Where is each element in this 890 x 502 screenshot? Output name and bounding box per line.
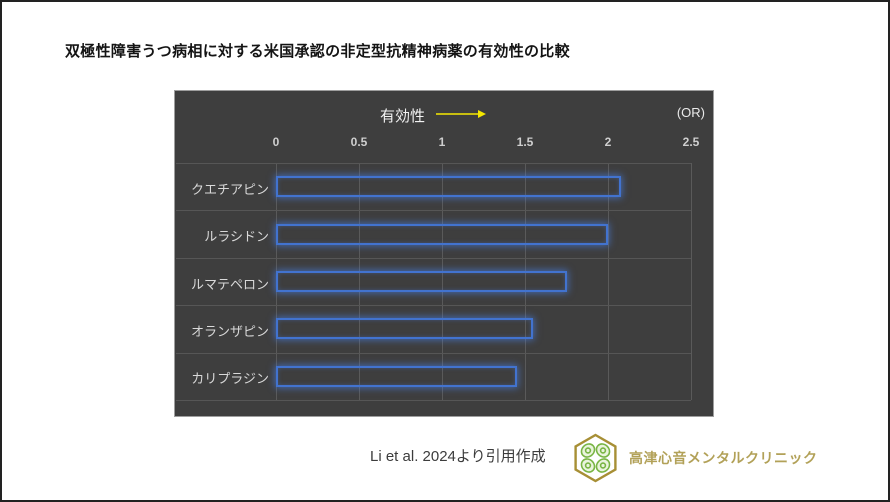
category-label: ルマテペロン [190, 276, 269, 292]
bar-3 [276, 271, 567, 292]
category-label: カリプラジン [191, 371, 269, 387]
category-label: オランザピン [190, 323, 269, 339]
unit-label: (OR) [676, 105, 705, 120]
horizontal-gridline [176, 163, 691, 164]
chart-panel: 有効性 (OR) 0 0.5 1 1.5 2 2.5 クエチアピンルラシドンルマテペロンオ… [174, 90, 714, 417]
right-arrow-icon [435, 107, 487, 125]
hexagon-clover-icon [571, 433, 620, 488]
effect-annotation: 有効性 [380, 105, 487, 126]
vertical-gridline [442, 163, 443, 400]
horizontal-gridline [176, 305, 691, 307]
bar-1 [276, 176, 622, 198]
horizontal-gridline [176, 400, 691, 401]
x-tick-label: 2 [604, 135, 612, 149]
vertical-gridline [608, 163, 609, 400]
bar-2 [276, 223, 608, 245]
category-label: クエチアピン [190, 181, 269, 197]
effect-label: 有効性 [380, 108, 426, 125]
horizontal-gridline [176, 210, 691, 212]
bar-4 [276, 318, 534, 340]
x-tick-label: 2.5 [682, 135, 700, 149]
category-label: ルラシドン [204, 229, 269, 245]
vertical-gridline [359, 163, 360, 400]
vertical-gridline [691, 163, 692, 400]
bar-5 [276, 365, 517, 387]
clinic-name: 高津心音メンタルクリニック [629, 450, 818, 466]
x-tick-label: 0.5 [350, 135, 368, 149]
source-citation: Li et al. 2024より引用作成 [370, 448, 546, 465]
x-axis-ticks: 0 0.5 1 1.5 2 2.5 [175, 135, 713, 153]
page-title: 双極性障害うつ病相に対する米国承認の非定型抗精神病薬の有効性の比較 [65, 43, 570, 60]
horizontal-gridline [176, 257, 691, 259]
x-tick-label: 1 [438, 135, 446, 149]
x-tick-label: 0 [272, 135, 280, 149]
horizontal-gridline [176, 352, 691, 354]
vertical-gridline [525, 163, 526, 400]
x-tick-label: 1.5 [516, 135, 534, 149]
